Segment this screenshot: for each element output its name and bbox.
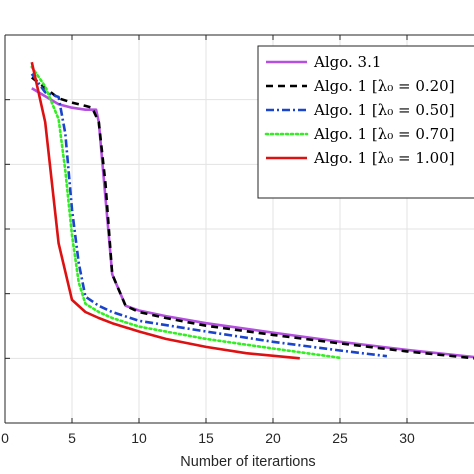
- legend-entry-4: Algo. 1 [λ₀ = 0.70]: [313, 125, 455, 143]
- x-tick-label: 25: [332, 430, 348, 446]
- series-line-3: [30, 73, 388, 358]
- series-line-4: [30, 65, 342, 360]
- x-tick-label: 30: [399, 430, 415, 446]
- x-tick-label: 10: [131, 430, 147, 446]
- legend-box: [257, 45, 474, 199]
- series-line-1: [31, 87, 474, 359]
- legend-entry-2: Algo. 1 [λ₀ = 0.20]: [313, 77, 455, 95]
- x-tick-label: 0: [1, 430, 9, 446]
- series-lines: [30, 61, 474, 360]
- x-tick-labels: 0 5 10 15 20 25 30: [1, 430, 415, 446]
- x-tick-label: 20: [265, 430, 281, 446]
- axes: [4, 34, 474, 424]
- legend: Algo. 3.1 Algo. 1 [λ₀ = 0.20] Algo. 1 [λ₀ …: [257, 45, 474, 199]
- legend-entry-3: Algo. 1 [λ₀ = 0.50]: [313, 101, 455, 119]
- legend-entry-5: Algo. 1 [λ₀ = 1.00]: [313, 149, 455, 167]
- series-line-5: [30, 61, 300, 360]
- x-tick-label: 5: [68, 430, 76, 446]
- series-line-2: [31, 76, 474, 360]
- x-axis-label: Number of iterartions: [180, 454, 315, 470]
- legend-entry-1: Algo. 3.1: [313, 53, 381, 71]
- x-tick-label: 15: [198, 430, 214, 446]
